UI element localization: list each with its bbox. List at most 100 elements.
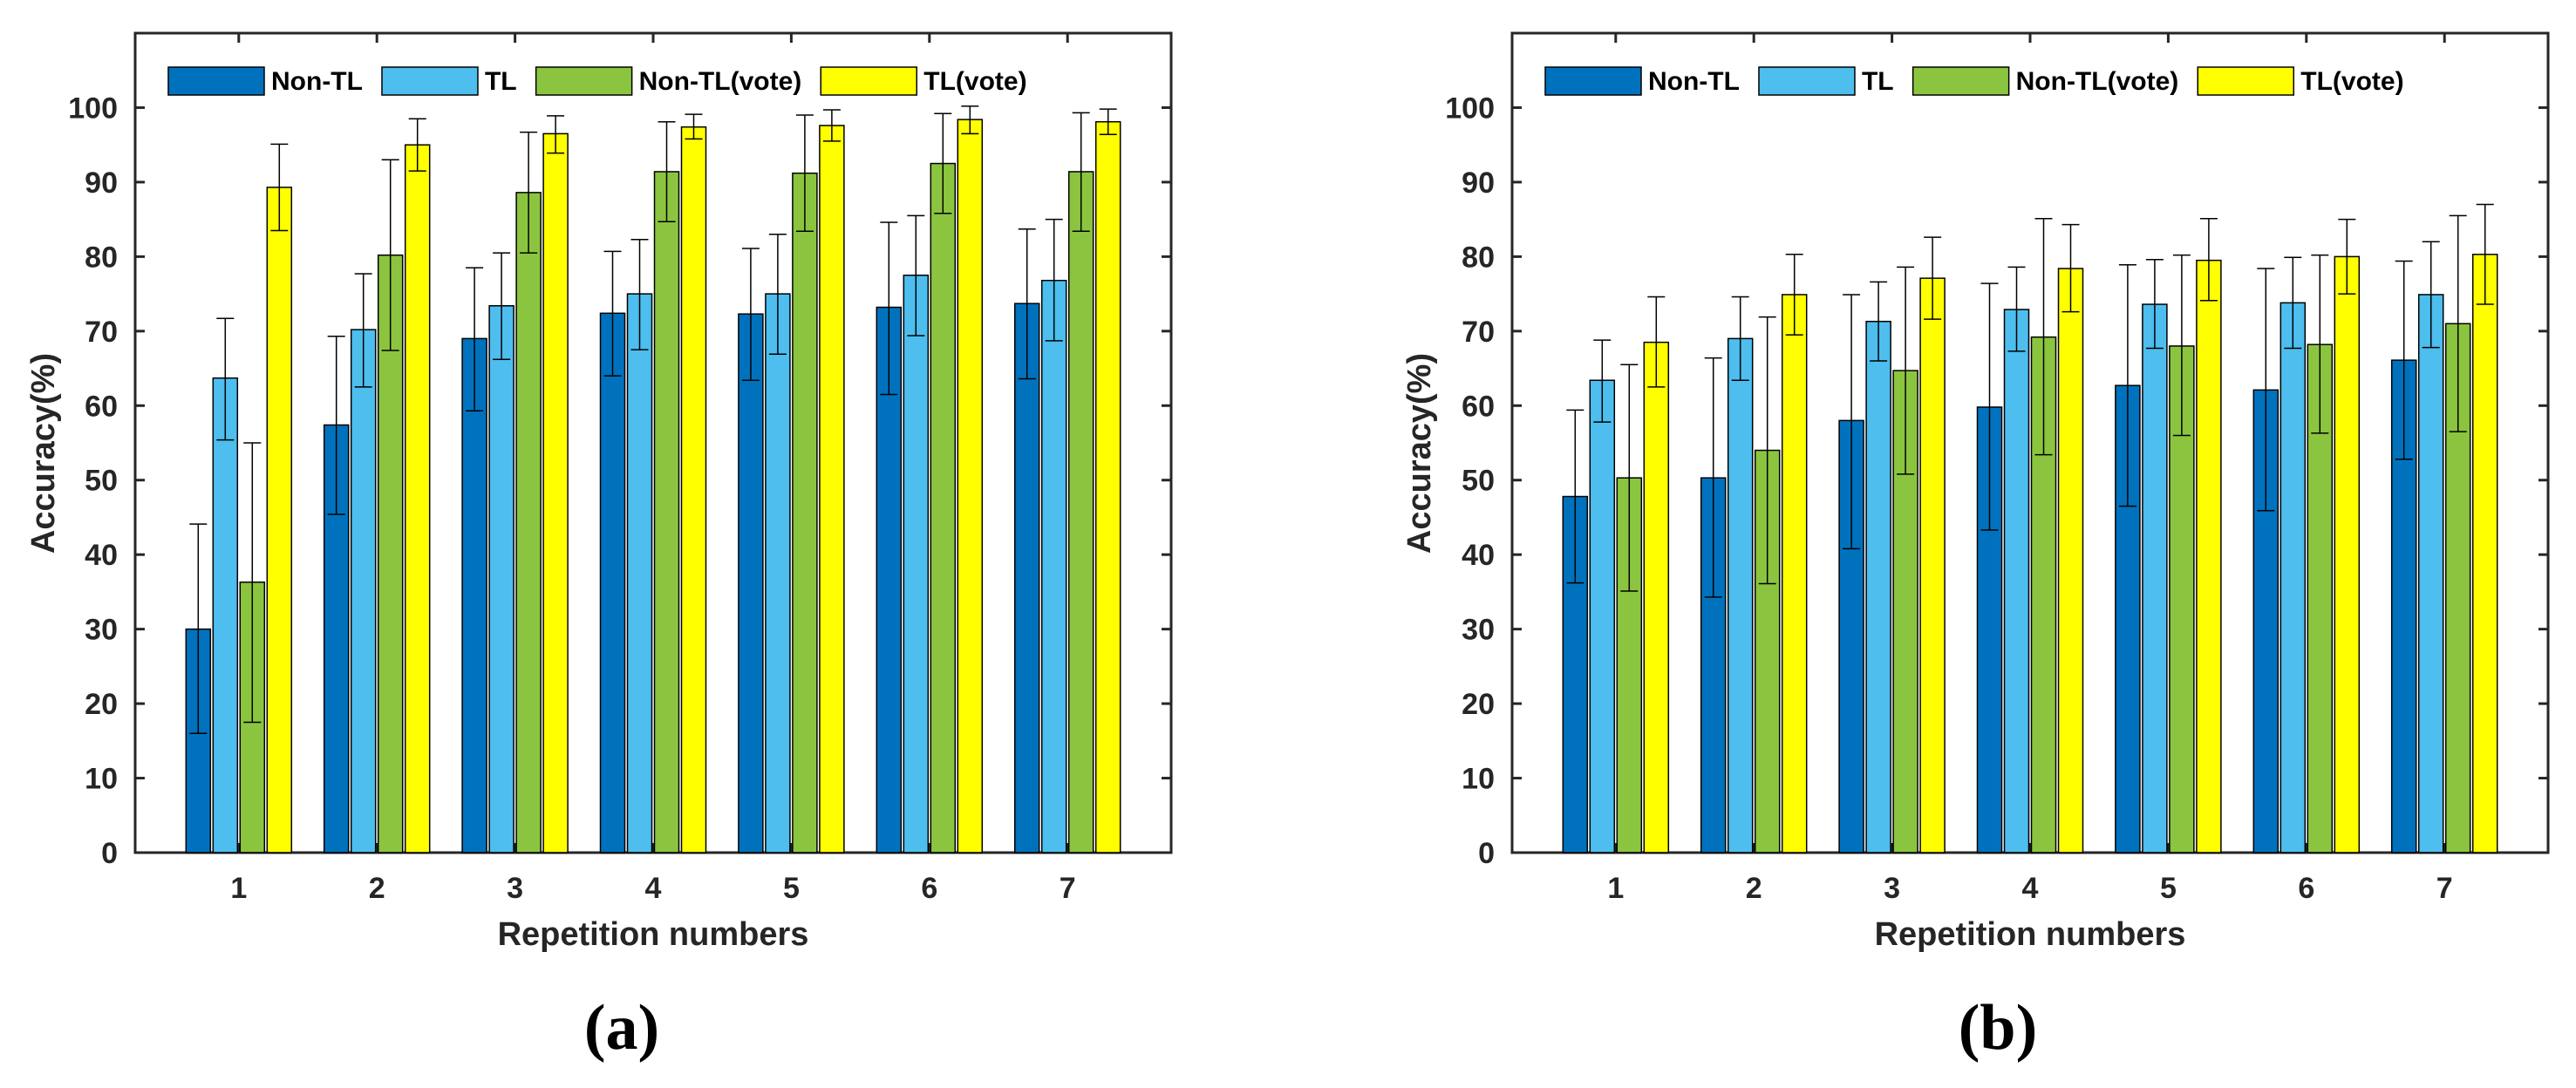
x-tick-label: 2 (369, 872, 385, 905)
error-bar-Non-TL-2 (327, 336, 345, 515)
x-tick-label: 4 (645, 872, 662, 905)
y-tick-label: 20 (85, 688, 118, 721)
error-bar-TL-2 (354, 273, 372, 388)
y-tick-label: 60 (1462, 390, 1495, 423)
chart-panel-a: Repetition numbers Accuracy(%) (a) 0 10 20… (25, 31, 1173, 1064)
legend-item-Non-TL(vote): Non-TL(vote) (535, 66, 801, 96)
error-bar-Non-TL(vote)-6 (934, 112, 952, 214)
error-bar-Non-TL-6 (2257, 268, 2275, 512)
error-bar-Non-TL-3 (1843, 294, 1861, 550)
error-bar-Non-TL-4 (603, 250, 622, 377)
error-bar-TL(vote)-1 (270, 143, 289, 232)
error-bar-Non-TL-5 (741, 248, 760, 381)
bar-TL(vote)-6 (957, 119, 984, 853)
bar-Non-TL(vote)-4 (653, 171, 680, 853)
y-tick-label: 70 (1462, 316, 1495, 349)
y-tick-label: 0 (1478, 837, 1495, 870)
error-bar-TL-6 (2284, 256, 2302, 350)
y-tick-label: 100 (1445, 92, 1495, 125)
x-tick-label: 1 (1607, 872, 1624, 905)
legend-label: Non-TL (1648, 67, 1740, 96)
legend-swatch (381, 66, 479, 96)
error-bar-Non-TL(vote)-4 (658, 120, 676, 222)
error-bar-Non-TL(vote)-3 (1897, 266, 1915, 475)
error-bar-TL(vote)-4 (2061, 223, 2080, 313)
bar-TL-2 (350, 329, 377, 853)
legend-swatch (1758, 66, 1856, 96)
chart-panel-b: Repetition numbers Accuracy(%) (b) 0 10 20… (1401, 31, 2550, 1064)
error-bar-TL-1 (1593, 339, 1612, 423)
y-tick-label: 20 (1462, 688, 1495, 721)
legend-label: TL (485, 67, 517, 96)
y-tick-label: 30 (85, 614, 118, 647)
bar-TL(vote)-2 (404, 144, 431, 853)
legend-item-TL(vote): TL(vote) (820, 66, 1027, 96)
bar-Non-TL(vote)-7 (1067, 171, 1094, 853)
x-axis-title-a: Repetition numbers (498, 916, 809, 953)
panel-label-b: (b) (1959, 992, 2037, 1064)
bar-TL(vote)-2 (1781, 294, 1808, 853)
error-bar-TL-5 (768, 233, 787, 356)
error-bar-TL-7 (2422, 241, 2440, 349)
legend-swatch (535, 66, 633, 96)
x-tick-label: 1 (230, 872, 247, 905)
bar-Non-TL(vote)-2 (377, 254, 404, 853)
bar-TL-5 (2142, 303, 2168, 853)
bar-TL-4 (626, 293, 653, 853)
legend-label: Non-TL (271, 67, 363, 96)
error-bar-TL(vote)-4 (685, 113, 703, 140)
bar-TL-1 (1589, 379, 1616, 853)
y-tick-label: 30 (1462, 614, 1495, 647)
bar-Non-TL(vote)-3 (515, 192, 542, 853)
error-bar-Non-TL-1 (189, 523, 208, 735)
error-bar-TL(vote)-5 (2199, 218, 2218, 302)
error-bar-TL(vote)-2 (408, 118, 426, 172)
x-tick-label: 2 (1746, 872, 1762, 905)
error-bar-Non-TL(vote)-6 (2311, 254, 2329, 434)
error-bar-Non-TL(vote)-4 (2034, 218, 2053, 456)
legend-item-TL: TL (1758, 66, 1894, 96)
error-bar-TL-6 (907, 214, 925, 337)
bar-Non-TL-6 (876, 306, 903, 853)
y-axis-title-a: Accuracy(%) (25, 353, 62, 554)
error-bar-TL(vote)-3 (547, 115, 565, 154)
error-bar-Non-TL-5 (2118, 264, 2136, 507)
x-tick-label: 7 (1060, 872, 1076, 905)
error-bar-TL-2 (1731, 296, 1749, 381)
bar-TL(vote)-1 (266, 187, 293, 853)
error-bar-TL-3 (1870, 281, 1888, 362)
error-bar-TL-5 (2145, 259, 2164, 350)
bar-TL-7 (1040, 279, 1067, 853)
bar-Non-TL-4 (599, 312, 626, 853)
y-tick-label: 80 (85, 241, 118, 274)
x-tick-label: 4 (2022, 872, 2039, 905)
error-bar-TL-7 (1045, 218, 1063, 342)
bar-TL(vote)-6 (2334, 255, 2361, 853)
error-bar-TL(vote)-6 (961, 105, 979, 135)
bar-Non-TL-5 (738, 313, 764, 853)
bar-TL-7 (2417, 294, 2444, 853)
bar-Non-TL(vote)-6 (930, 162, 957, 853)
error-bar-Non-TL(vote)-2 (381, 159, 399, 351)
error-bar-TL(vote)-7 (2476, 203, 2494, 305)
bar-TL-4 (2003, 309, 2030, 853)
bar-TL-5 (765, 293, 791, 853)
legend-label: TL (1862, 67, 1894, 96)
x-tick-label: 6 (921, 872, 937, 905)
legend-label: TL(vote) (923, 67, 1026, 96)
legend-a: Non-TL TL Non-TL(vote) TL(vote) (167, 66, 1027, 96)
legend-item-TL: TL (381, 66, 517, 96)
bar-TL-3 (1865, 320, 1891, 853)
error-bar-Non-TL-2 (1704, 357, 1722, 598)
bar-Non-TL-7 (1013, 303, 1040, 853)
error-bar-Non-TL-6 (880, 221, 898, 396)
x-axis-title-b: Repetition numbers (1875, 916, 2186, 953)
panel-label-a: (a) (584, 992, 659, 1064)
bar-Non-TL-3 (461, 337, 487, 853)
y-axis-title-b: Accuracy(%) (1401, 353, 1438, 554)
bar-TL(vote)-4 (680, 126, 707, 853)
error-bar-Non-TL(vote)-7 (1072, 112, 1090, 233)
y-tick-label: 40 (85, 539, 118, 572)
error-bar-TL-4 (2007, 266, 2026, 352)
